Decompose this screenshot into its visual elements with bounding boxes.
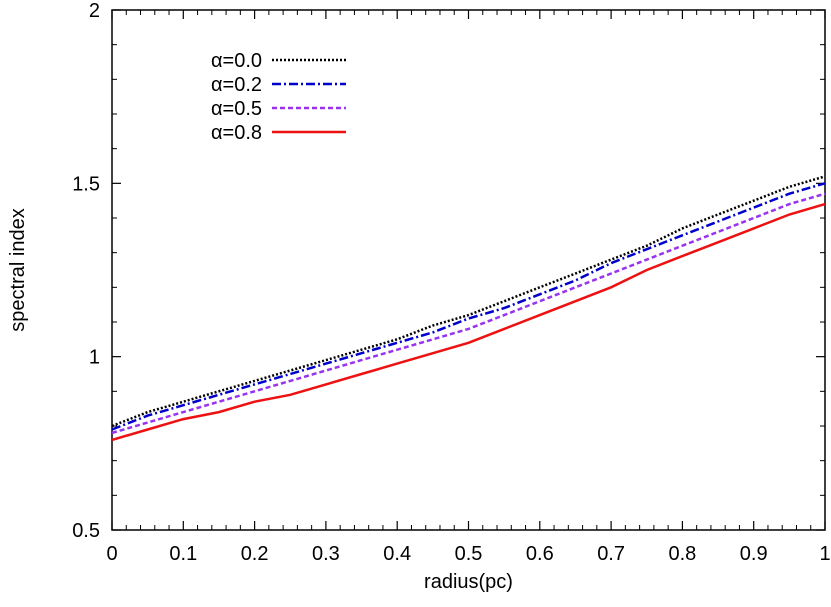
series-line-2: [111, 192, 826, 435]
series-layer: [111, 175, 826, 442]
legend: α=0.0α=0.2α=0.5α=0.8: [211, 50, 346, 144]
series-line-0: [111, 175, 826, 428]
x-tick-label: 1: [819, 543, 830, 565]
y-tick-label: 2: [89, 0, 100, 22]
y-axis: 0.5 1 1.5 2: [72, 0, 825, 542]
legend-label: α=0.8: [211, 122, 262, 144]
y-tick-label: 0.5: [72, 520, 100, 542]
x-tick-label: 0: [106, 543, 117, 565]
x-axis-title: radius(pc): [424, 571, 513, 593]
x-tick-label: 0.9: [740, 543, 768, 565]
series-line-3: [111, 202, 826, 442]
x-axis: 0 0.1 0.2 0.3 0.4 0.5 0.6 0.7 0.8 0.9 1: [106, 10, 831, 565]
x-tick-label: 0.3: [312, 543, 340, 565]
x-tick-label: 0.7: [597, 543, 625, 565]
series-line-1: [111, 182, 826, 431]
legend-label: α=0.2: [211, 74, 262, 96]
y-axis-title: spectral index: [7, 208, 29, 331]
x-tick-label: 0.6: [526, 543, 554, 565]
x-tick-label: 0.4: [383, 543, 411, 565]
y-tick-label: 1.5: [72, 173, 100, 195]
legend-label: α=0.0: [211, 50, 262, 72]
legend-label: α=0.5: [211, 98, 262, 120]
y-tick-label: 1: [89, 347, 100, 369]
x-tick-label: 0.5: [455, 543, 483, 565]
x-tick-label: 0.1: [169, 543, 197, 565]
x-tick-label: 0.2: [241, 543, 269, 565]
x-tick-label: 0.8: [668, 543, 696, 565]
